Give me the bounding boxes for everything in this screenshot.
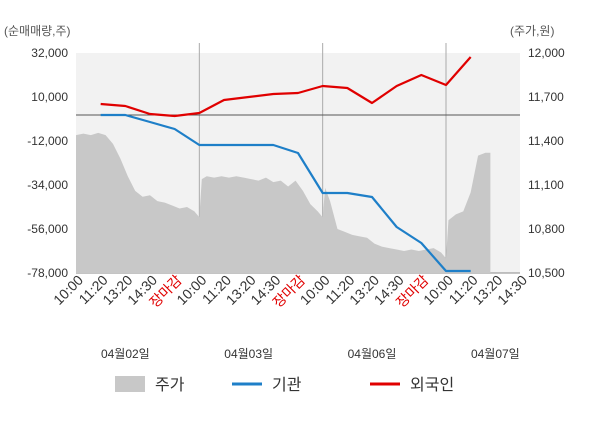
- left-y-tick: -78,000: [27, 266, 68, 280]
- right-axis-unit: (주가,원): [510, 24, 554, 38]
- x-axis: 10:0011:2013:2014:30장마감10:0011:2013:2014…: [50, 272, 530, 311]
- price-area-shape: [76, 132, 491, 273]
- right-y-tick: 11,700: [528, 90, 564, 104]
- series-lines: [100, 56, 472, 273]
- date-label: 04월02일: [101, 347, 150, 361]
- x-tick: 14:30: [494, 272, 530, 308]
- left-y-tick: 10,000: [31, 90, 68, 104]
- right-y-tick: 11,100: [528, 178, 564, 192]
- price-area: [76, 132, 491, 273]
- date-label: 04월06일: [348, 347, 397, 361]
- left-y-axis: 32,000 10,000 -12,000 -34,000 -56,000 -78,000: [27, 46, 68, 280]
- right-y-tick: 10,800: [528, 222, 565, 236]
- date-label: 04월07일: [471, 347, 520, 361]
- right-y-tick: 11,400: [528, 134, 564, 148]
- legend-label: 외국인: [410, 376, 454, 394]
- legend: 주가 기관 외국인: [115, 376, 454, 394]
- legend-swatch-price: [115, 376, 145, 392]
- foreign-line: [100, 56, 472, 118]
- left-y-tick: -12,000: [27, 134, 68, 148]
- legend-label: 주가: [155, 376, 185, 394]
- right-y-tick: 10,500: [528, 266, 565, 280]
- left-axis-unit: (순매매량,주): [4, 24, 71, 38]
- institution-line: [100, 113, 471, 273]
- left-y-tick: -34,000: [27, 178, 68, 192]
- date-labels: 04월02일 04월03일 04월06일 04월07일: [101, 347, 520, 361]
- left-y-tick: 32,000: [31, 46, 68, 60]
- left-y-tick: -56,000: [27, 222, 68, 236]
- legend-label: 기관: [272, 376, 302, 394]
- right-y-axis: 12,000 11,700 11,400 11,100 10,800 10,500: [528, 46, 565, 280]
- date-label: 04월03일: [224, 347, 273, 361]
- right-y-tick: 12,000: [528, 46, 565, 60]
